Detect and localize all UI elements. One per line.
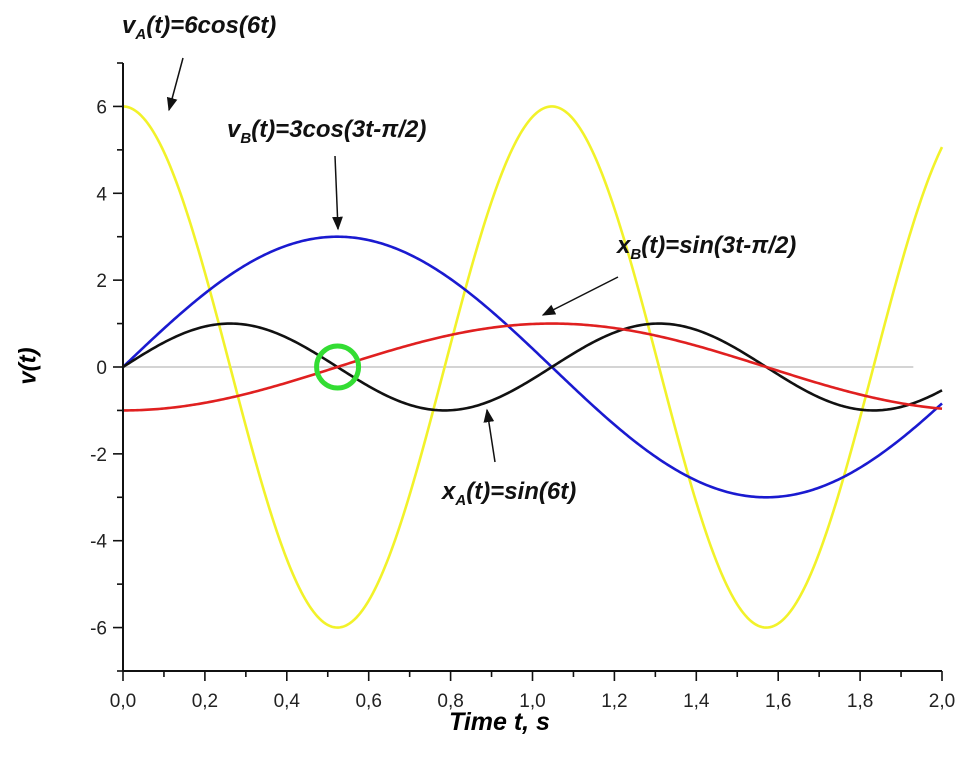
- series-line-3: [122, 322, 943, 412]
- series-line-2: [122, 322, 943, 412]
- annotation-arrow-va: [166, 57, 184, 112]
- y-tick-label: -4: [90, 532, 107, 553]
- annotation-xb: xB(t)=sin(3t-π/2): [617, 232, 797, 263]
- x-tick-label: 1,8: [847, 691, 873, 712]
- series-line-0: [122, 105, 944, 629]
- x-tick-label: 1,2: [601, 691, 627, 712]
- annotation-xa: xA(t)=sin(6t): [442, 478, 577, 509]
- x-tick-label: 0,2: [192, 691, 218, 712]
- x-tick-label: 0,8: [437, 691, 463, 712]
- annotation-arrow-vb: [332, 155, 343, 231]
- y-tick-label: 6: [96, 97, 107, 118]
- y-axis-label: v(t): [14, 347, 42, 385]
- annotation-vb: vB(t)=3cos(3t-π/2): [227, 116, 427, 147]
- highlight-circle: [314, 343, 362, 391]
- series-line-1: [122, 235, 943, 499]
- x-tick-label: 1,4: [683, 691, 710, 712]
- annotation-va: vA(t)=6cos(6t): [122, 12, 277, 43]
- y-tick-label: 0: [96, 358, 107, 379]
- x-tick-label: 1,0: [519, 691, 545, 712]
- y-tick-label: 4: [96, 184, 107, 205]
- x-tick-label: 0,6: [355, 691, 381, 712]
- x-tick-label: 0,0: [110, 691, 136, 712]
- y-tick-label: -2: [90, 445, 107, 466]
- x-tick-label: 1,6: [765, 691, 791, 712]
- annotation-arrow-xa: [483, 408, 496, 463]
- annotation-arrow-xb: [541, 276, 619, 316]
- y-tick-label: 2: [96, 271, 107, 292]
- y-tick-label: -6: [90, 619, 107, 640]
- x-axis-label: Time t, s: [449, 708, 550, 736]
- x-tick-label: 2,0: [929, 691, 955, 712]
- x-tick-label: 0,4: [274, 691, 301, 712]
